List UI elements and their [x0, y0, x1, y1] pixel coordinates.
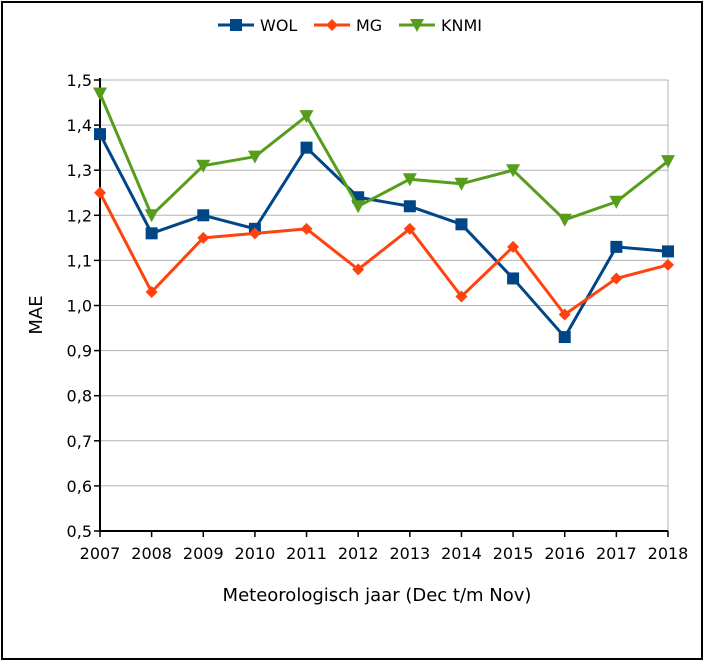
data-point-diamond: [507, 240, 520, 253]
legend-item-wol: WOL: [218, 16, 297, 35]
x-tick-label: 2013: [389, 544, 430, 563]
x-tick-labels: 2007 2008 2009 2010 2011 2012 2013 2014 2015 2016…: [80, 544, 689, 563]
data-point-square: [507, 272, 520, 285]
data-point-square: [403, 200, 416, 213]
y-tick-label: 0,5: [67, 522, 92, 541]
legend-label: WOL: [260, 16, 297, 35]
series-wol: [94, 128, 674, 344]
data-point-triangle: [410, 19, 424, 32]
y-tick-label: 0,6: [67, 477, 92, 496]
data-point-triangle: [196, 159, 211, 173]
x-tick-label: 2018: [648, 544, 689, 563]
data-point-square: [300, 141, 313, 154]
y-tick-label: 1,1: [67, 251, 92, 270]
legend-item-mg: MG: [314, 16, 382, 35]
data-point-triangle: [247, 150, 262, 164]
y-tick-label: 1,3: [67, 161, 92, 180]
y-tick-label: 1,4: [67, 116, 92, 135]
data-point-triangle: [454, 177, 469, 191]
legend-label: MG: [356, 16, 382, 35]
x-tick-label: 2012: [338, 544, 379, 563]
x-tick-label: 2016: [544, 544, 585, 563]
data-point-diamond: [197, 231, 210, 244]
x-tick-label: 2010: [235, 544, 276, 563]
data-point-square: [145, 227, 158, 240]
x-tick-label: 2011: [286, 544, 327, 563]
data-point-triangle: [351, 200, 366, 214]
data-point-square: [610, 240, 623, 253]
axes: [94, 78, 669, 537]
data-point-diamond: [662, 258, 674, 271]
data-point-square: [558, 331, 571, 344]
series-line: [98, 92, 669, 222]
data-point-square: [230, 19, 242, 31]
x-tick-label: 2007: [80, 544, 121, 563]
data-point-diamond: [300, 222, 313, 235]
x-tick-label: 2009: [183, 544, 224, 563]
data-point-diamond: [403, 222, 416, 235]
y-tick-labels: 0,5 0,6 0,7 0,8 0,9 1,0 1,1 1,2 1,3 1,4 1,5: [67, 71, 92, 541]
x-tick-label: 2008: [131, 544, 172, 563]
data-point-square: [197, 209, 210, 222]
data-point-diamond: [610, 272, 623, 285]
series-group: [93, 87, 675, 344]
data-point-diamond: [326, 19, 338, 31]
y-tick-label: 1,2: [67, 206, 92, 225]
series-mg: [94, 186, 674, 321]
x-axis-title: Meteorologisch jaar (Dec t/m Nov): [223, 585, 532, 606]
x-tick-label: 2014: [441, 544, 482, 563]
data-point-diamond: [455, 290, 468, 303]
data-point-triangle: [557, 213, 572, 227]
y-tick-label: 0,9: [67, 342, 92, 361]
data-point-triangle: [299, 110, 314, 124]
series-line: [98, 133, 669, 339]
data-point-square: [662, 245, 674, 258]
data-point-diamond: [145, 285, 158, 298]
legend: WOL MG KNMI: [218, 16, 482, 35]
data-point-triangle: [93, 87, 107, 101]
y-tick-label: 0,8: [67, 387, 92, 406]
x-tick-label: 2015: [493, 544, 534, 563]
data-point-diamond: [94, 186, 106, 199]
data-point-diamond: [352, 263, 365, 276]
series-line: [98, 192, 669, 317]
x-tick-label: 2017: [596, 544, 637, 563]
data-point-square: [94, 128, 106, 141]
data-point-diamond: [558, 308, 571, 321]
data-point-triangle: [609, 195, 624, 209]
data-point-diamond: [248, 227, 261, 240]
data-point-square: [455, 218, 468, 231]
data-point-triangle: [402, 173, 417, 187]
series-knmi: [93, 87, 675, 227]
legend-label: KNMI: [441, 16, 482, 35]
legend-item-knmi: KNMI: [399, 16, 482, 35]
data-point-triangle: [661, 155, 675, 169]
y-tick-label: 1,5: [67, 71, 92, 90]
data-point-triangle: [144, 209, 159, 223]
y-axis-title: MAE: [26, 295, 47, 334]
y-tick-label: 1,0: [67, 297, 92, 316]
y-tick-label: 0,7: [67, 432, 92, 451]
data-point-triangle: [506, 164, 521, 178]
